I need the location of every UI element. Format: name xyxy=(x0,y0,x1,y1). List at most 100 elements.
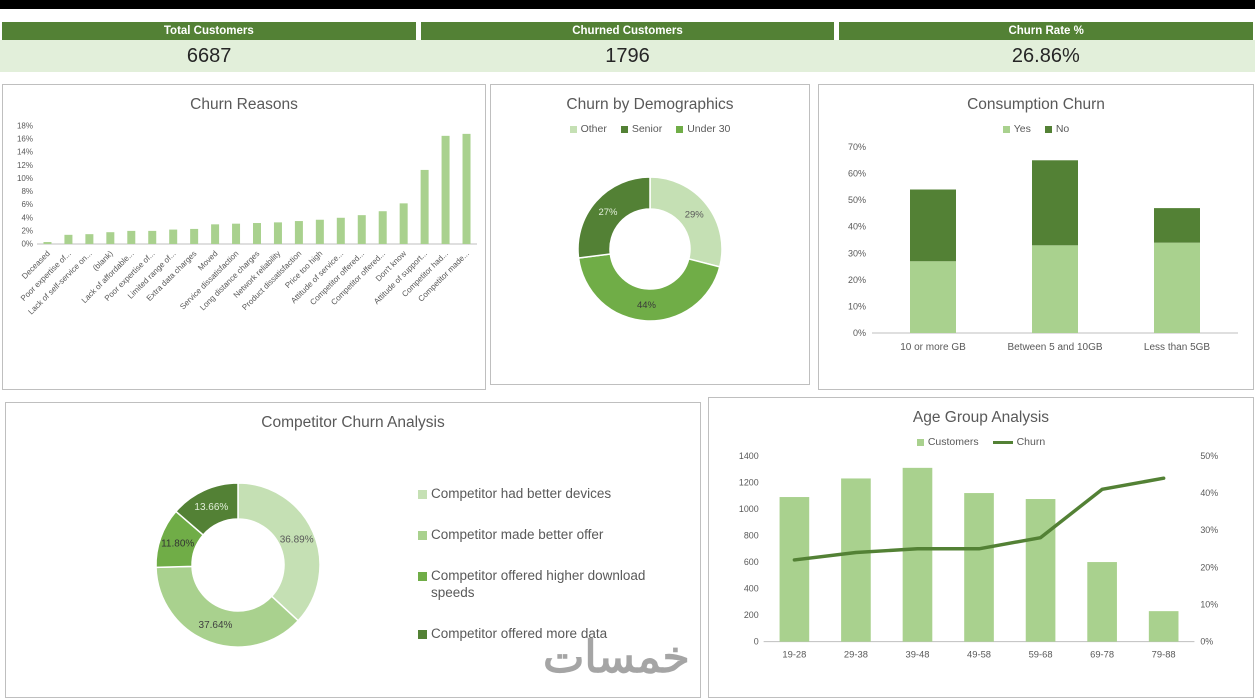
kpi-header-row: Total Customers Churned Customers Churn … xyxy=(2,22,1253,40)
svg-text:13.66%: 13.66% xyxy=(194,501,228,512)
svg-text:27%: 27% xyxy=(598,207,618,218)
churn-demographics-title: Churn by Demographics xyxy=(566,96,734,113)
legend-label: Competitor offered higher download speed… xyxy=(431,568,646,600)
churn-demographics-chart: Other Senior Under 30 29% 44% 27% xyxy=(491,114,809,384)
svg-text:10 or more GB: 10 or more GB xyxy=(900,342,966,353)
donut-chart-canvas: 36.89% 37.64% 11.80% 13.66% xyxy=(155,481,321,648)
legend-label: Churn xyxy=(1016,436,1046,448)
svg-text:12%: 12% xyxy=(17,161,33,170)
chart-legend: Other Senior Under 30 xyxy=(569,123,730,135)
svg-text:800: 800 xyxy=(744,530,759,540)
churn-demographics-panel: Churn by Demographics Other Senior Under 3… xyxy=(490,84,810,385)
competitor-churn-title: Competitor Churn Analysis xyxy=(261,414,445,431)
svg-text:0%: 0% xyxy=(21,240,33,249)
legend-swatch xyxy=(1002,125,1010,133)
chart-legend: Customers Churn xyxy=(916,436,1046,448)
svg-text:2%: 2% xyxy=(21,226,33,235)
legend-item: Yes xyxy=(1002,123,1031,135)
legend-label: Competitor had better devices xyxy=(431,486,612,502)
legend-swatch xyxy=(620,125,628,133)
svg-text:14%: 14% xyxy=(17,148,33,157)
churn-reasons-title: Churn Reasons xyxy=(190,96,298,113)
legend-item: No xyxy=(1044,123,1070,135)
svg-text:29-38: 29-38 xyxy=(844,649,868,659)
donut-chart-canvas: 29% 44% 27% xyxy=(577,176,723,322)
svg-text:1400: 1400 xyxy=(739,451,759,461)
svg-text:44%: 44% xyxy=(637,300,657,311)
svg-text:Less than 5GB: Less than 5GB xyxy=(1144,342,1210,353)
legend-label: Competitor offered more data xyxy=(431,625,608,641)
svg-text:70%: 70% xyxy=(848,142,866,152)
kpi-header-churned-customers: Churned Customers xyxy=(420,22,835,40)
age-group-panel: Age Group Analysis Customers Churn 0 200 400… xyxy=(708,397,1254,698)
legend-label: No xyxy=(1055,123,1070,135)
svg-text:40%: 40% xyxy=(848,222,866,232)
top-black-bar xyxy=(0,0,1255,9)
legend-item: Customers xyxy=(916,436,979,448)
kpi-header-churn-rate: Churn Rate % xyxy=(839,22,1253,40)
svg-text:10%: 10% xyxy=(17,174,33,183)
svg-text:39-48: 39-48 xyxy=(905,649,929,659)
kpi-header-total-customers: Total Customers xyxy=(2,22,416,40)
legend-label: Other xyxy=(580,123,607,135)
svg-text:Between 5 and 10GB: Between 5 and 10GB xyxy=(1007,342,1102,353)
kpi-value-churn-rate: 26.86% xyxy=(1011,44,1080,67)
svg-text:37.64%: 37.64% xyxy=(199,619,233,630)
donut-with-legend: 36.89% 37.64% 11.80% 13.66% Competitor had b… xyxy=(6,432,700,697)
legend-item: Competitor had better devices xyxy=(418,486,672,503)
consumption-churn-chart: Yes No 0% 10% 20% 30% 40% 50% 60% 70% 10 or more G… xyxy=(819,114,1253,389)
legend-swatch xyxy=(418,572,427,582)
legend-swatch xyxy=(992,440,1013,444)
svg-text:16%: 16% xyxy=(17,135,33,144)
legend-swatch xyxy=(418,629,427,639)
age-group-title: Age Group Analysis xyxy=(912,409,1050,426)
legend-label: Customers xyxy=(927,436,979,448)
svg-text:8%: 8% xyxy=(21,187,33,196)
kpi-value-churned-customers: 1796 xyxy=(605,44,650,67)
svg-text:59-68: 59-68 xyxy=(1029,649,1053,659)
svg-text:50%: 50% xyxy=(848,195,866,205)
legend-item: Churn xyxy=(992,436,1046,448)
churn-reasons-chart: 0% 2% 4% 6% 8% 10% 12% 14% 16% 18% Deceased Poor ex… xyxy=(3,114,485,389)
svg-text:36.89%: 36.89% xyxy=(280,534,314,545)
legend-item: Competitor offered more data xyxy=(418,626,672,643)
legend-item: Under 30 xyxy=(676,123,730,135)
svg-text:11.80%: 11.80% xyxy=(161,538,194,549)
svg-text:19-28: 19-28 xyxy=(782,649,806,659)
svg-text:69-78: 69-78 xyxy=(1090,649,1114,659)
kpi-value-total-customers: 6687 xyxy=(186,44,232,67)
legend-label: Yes xyxy=(1013,123,1031,135)
competitor-churn-panel: Competitor Churn Analysis 36.89% 37.64% 11… xyxy=(5,402,701,698)
svg-text:79-88: 79-88 xyxy=(1152,649,1176,659)
stacked-bar-canvas: 0% 10% 20% 30% 40% 50% 60% 70% 10 or more GB Betw… xyxy=(848,142,1238,353)
svg-text:20%: 20% xyxy=(848,275,866,285)
svg-text:30%: 30% xyxy=(848,248,866,258)
legend-item: Competitor offered higher download speed… xyxy=(418,568,672,602)
svg-text:0%: 0% xyxy=(1200,637,1213,647)
svg-text:10%: 10% xyxy=(1200,599,1218,609)
svg-text:600: 600 xyxy=(744,557,759,567)
chart-legend: Competitor had better devices Competitor … xyxy=(418,486,680,642)
consumption-churn-title: Consumption Churn xyxy=(967,96,1105,113)
svg-text:0: 0 xyxy=(754,637,759,647)
svg-text:200: 200 xyxy=(744,610,759,620)
competitor-churn-chart: 36.89% 37.64% 11.80% 13.66% Competitor had b… xyxy=(6,432,700,697)
legend-swatch xyxy=(1044,125,1052,133)
kpi-value-row: 6687 1796 26.86% xyxy=(0,40,1255,72)
churn-reasons-panel: Churn Reasons 0% 2% 4% 6% 8% 10% 12% 14% 16% 18% D… xyxy=(2,84,486,390)
svg-text:400: 400 xyxy=(744,584,759,594)
svg-text:1000: 1000 xyxy=(739,504,759,514)
svg-text:40%: 40% xyxy=(1200,488,1218,498)
svg-text:18%: 18% xyxy=(17,122,33,131)
svg-text:4%: 4% xyxy=(21,213,33,222)
svg-text:20%: 20% xyxy=(1200,562,1218,572)
svg-text:29%: 29% xyxy=(685,210,705,221)
svg-text:1200: 1200 xyxy=(739,477,759,487)
consumption-churn-panel: Consumption Churn Yes No 0% 10% 20% 30% 40% 50%… xyxy=(818,84,1254,390)
legend-swatch xyxy=(916,438,924,446)
svg-text:30%: 30% xyxy=(1200,525,1218,535)
legend-swatch xyxy=(676,125,684,133)
legend-item: Competitor made better offer xyxy=(418,527,672,544)
